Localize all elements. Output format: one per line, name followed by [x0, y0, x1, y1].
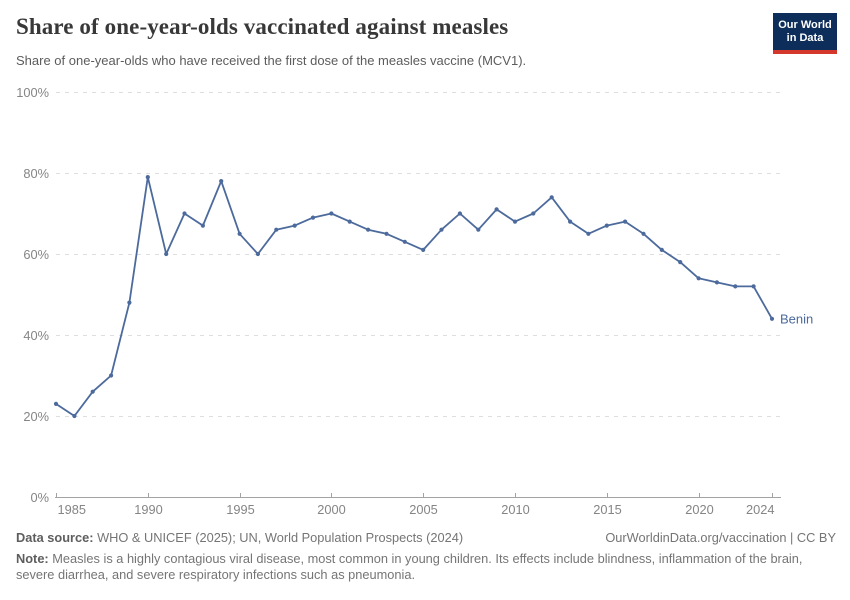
- data-point[interactable]: [310, 215, 316, 220]
- data-point[interactable]: [476, 227, 481, 232]
- data-point[interactable]: [219, 179, 224, 184]
- y-axis-tick-label: 100%: [16, 85, 49, 100]
- data-point[interactable]: [109, 373, 114, 378]
- chart-footer: Data source: WHO & UNICEF (2025); UN, Wo…: [16, 530, 836, 583]
- data-point[interactable]: [237, 231, 242, 236]
- credit-link[interactable]: OurWorldinData.org/vaccination | CC BY: [605, 530, 836, 545]
- data-point[interactable]: [531, 211, 536, 216]
- data-point[interactable]: [604, 223, 609, 228]
- y-axis-tick-label: 80%: [23, 166, 49, 181]
- data-point[interactable]: [421, 247, 426, 252]
- data-point[interactable]: [53, 401, 59, 406]
- note-label: Note:: [16, 551, 49, 566]
- series-line: [55, 176, 773, 417]
- data-point[interactable]: [494, 207, 499, 212]
- data-point[interactable]: [696, 276, 701, 281]
- data-point[interactable]: [366, 227, 371, 232]
- data-point[interactable]: [292, 223, 297, 228]
- x-axis-tick-label: 1990: [134, 502, 162, 517]
- line-chart[interactable]: 0% 20% 40% 60% 80% 100% 1985 1990 1995 2000 2005 20…: [0, 0, 850, 530]
- x-axis-tick-label: 1985: [58, 502, 86, 517]
- y-axis-tick-label: 0%: [31, 490, 50, 505]
- data-point[interactable]: [384, 231, 389, 236]
- data-point[interactable]: [586, 231, 591, 236]
- data-source-line: Data source: WHO & UNICEF (2025); UN, Wo…: [16, 530, 463, 546]
- data-point[interactable]: [512, 219, 518, 224]
- data-point[interactable]: [439, 227, 444, 232]
- x-axis-tick-label: 2005: [409, 502, 437, 517]
- data-point[interactable]: [90, 389, 95, 394]
- chart-subtitle: Share of one-year-olds who have received…: [16, 53, 527, 68]
- data-source-label: Data source:: [16, 530, 94, 545]
- data-point[interactable]: [549, 195, 554, 200]
- data-source-text: WHO & UNICEF (2025); UN, World Populatio…: [97, 530, 464, 545]
- data-point[interactable]: [145, 175, 150, 180]
- owid-logo[interactable]: Our World in Data: [773, 13, 837, 54]
- data-point[interactable]: [623, 219, 628, 224]
- owid-logo-text: Our World in Data: [773, 13, 837, 50]
- series-label: Benin: [780, 311, 813, 326]
- x-axis-tick-label: 2020: [685, 502, 713, 517]
- x-axis-tick-label: 2015: [593, 502, 621, 517]
- data-point[interactable]: [72, 413, 77, 419]
- x-axis-tick-label: 2024: [746, 502, 774, 517]
- data-point[interactable]: [164, 251, 169, 257]
- owid-logo-stripe: [773, 50, 837, 54]
- data-point[interactable]: [182, 211, 187, 216]
- page-title: Share of one-year-olds vaccinated agains…: [16, 14, 509, 39]
- data-point[interactable]: [347, 219, 352, 224]
- data-point[interactable]: [200, 223, 205, 228]
- y-axis-tick-label: 40%: [23, 328, 49, 343]
- data-point[interactable]: [733, 284, 738, 289]
- data-point[interactable]: [255, 251, 260, 257]
- y-axis-tick-label: 20%: [23, 409, 49, 424]
- y-axis-tick-label: 60%: [23, 247, 49, 262]
- data-point[interactable]: [127, 300, 132, 305]
- x-axis-tick-label: 2010: [501, 502, 529, 517]
- data-point[interactable]: [641, 231, 646, 236]
- x-axis-tick-label: 1995: [226, 502, 254, 517]
- data-point[interactable]: [402, 239, 407, 244]
- x-axis-tick-label: 2000: [317, 502, 345, 517]
- data-point[interactable]: [274, 227, 279, 232]
- data-point[interactable]: [678, 260, 683, 265]
- data-point[interactable]: [751, 284, 756, 289]
- data-point[interactable]: [769, 316, 775, 321]
- data-point[interactable]: [568, 219, 573, 224]
- data-point[interactable]: [659, 247, 664, 252]
- data-point[interactable]: [457, 211, 462, 216]
- data-point[interactable]: [329, 211, 334, 216]
- data-point[interactable]: [714, 280, 720, 285]
- note-text: Measles is a highly contagious viral dis…: [16, 551, 803, 582]
